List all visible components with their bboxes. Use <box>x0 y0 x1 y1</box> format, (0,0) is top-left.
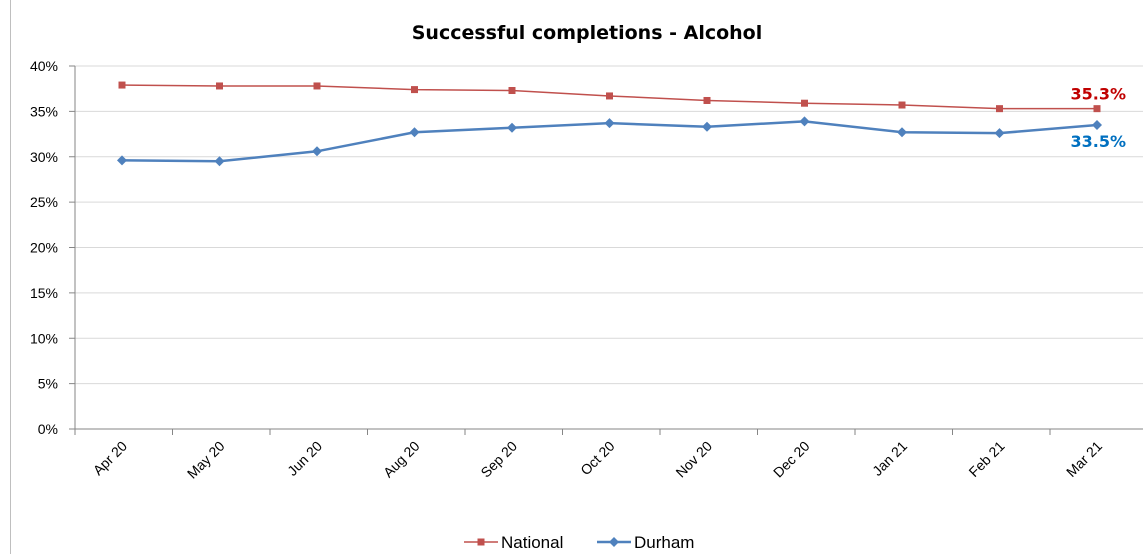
data-point-national <box>313 82 321 90</box>
y-tick-label: 40% <box>30 58 58 74</box>
x-tick-label: Dec 20 <box>770 438 813 481</box>
x-tick-label: Mar 21 <box>1063 438 1105 480</box>
x-axis-tick-labels: Apr 20 May 20 Jun 20 Aug 20 Sep 20 Oct 20 Nov … <box>90 438 1106 482</box>
y-tick-label: 10% <box>30 330 58 346</box>
legend-label-national: National <box>501 533 563 552</box>
x-tick-label: Jan 21 <box>869 438 910 479</box>
y-tick-label: 15% <box>30 285 58 301</box>
axes <box>69 65 1143 435</box>
legend-label-durham: Durham <box>634 533 694 552</box>
data-point-national <box>508 87 516 95</box>
legend-marker-national <box>477 538 485 546</box>
end-value-label-national: 35.3% <box>1070 85 1126 104</box>
y-tick-label: 30% <box>30 149 58 165</box>
chart-frame-edge <box>10 0 11 554</box>
y-tick-label: 20% <box>30 240 58 256</box>
data-point-national <box>703 96 711 104</box>
data-point-national <box>411 86 418 94</box>
x-tick-label: Jun 20 <box>284 438 325 479</box>
x-tick-label: Apr 20 <box>90 438 131 479</box>
data-point-national <box>606 92 613 100</box>
data-point-durham <box>604 118 615 129</box>
y-tick-label: 35% <box>30 103 58 119</box>
data-point-national <box>1093 105 1101 113</box>
gridlines <box>75 65 1143 385</box>
data-point-durham <box>409 127 420 138</box>
legend: National Durham <box>464 533 694 552</box>
end-value-label-durham: 33.5% <box>1070 132 1126 151</box>
y-tick-label: 5% <box>38 376 58 392</box>
data-point-national <box>898 101 906 109</box>
data-point-durham <box>507 122 517 133</box>
data-point-durham <box>214 156 225 167</box>
data-point-durham <box>702 121 712 132</box>
data-point-durham <box>994 128 1005 139</box>
data-point-national <box>118 81 126 89</box>
y-tick-label: 25% <box>30 194 58 210</box>
data-point-durham <box>312 146 322 157</box>
end-value-labels: 35.3% 33.5% <box>1070 85 1126 151</box>
legend-marker-durham <box>609 537 619 547</box>
x-tick-label: Aug 20 <box>380 438 423 481</box>
data-point-national <box>996 105 1003 113</box>
x-tick-label: May 20 <box>184 438 228 482</box>
data-point-national <box>216 82 223 90</box>
y-axis-tick-labels: 0% 5% 10% 15% 20% 25% 30% 35% 40% <box>30 58 58 437</box>
x-tick-label: Feb 21 <box>965 438 1007 480</box>
x-tick-label: Sep 20 <box>477 438 520 481</box>
series-markers <box>117 81 1102 167</box>
data-point-durham <box>117 155 127 166</box>
y-tick-label: 0% <box>38 421 58 437</box>
data-point-durham <box>897 127 907 138</box>
x-tick-label: Nov 20 <box>672 438 715 481</box>
data-point-national <box>801 99 808 107</box>
chart-title: Successful completions - Alcohol <box>412 22 763 44</box>
x-tick-label: Oct 20 <box>577 438 618 479</box>
data-point-durham <box>1092 119 1102 130</box>
data-point-durham <box>799 116 810 127</box>
